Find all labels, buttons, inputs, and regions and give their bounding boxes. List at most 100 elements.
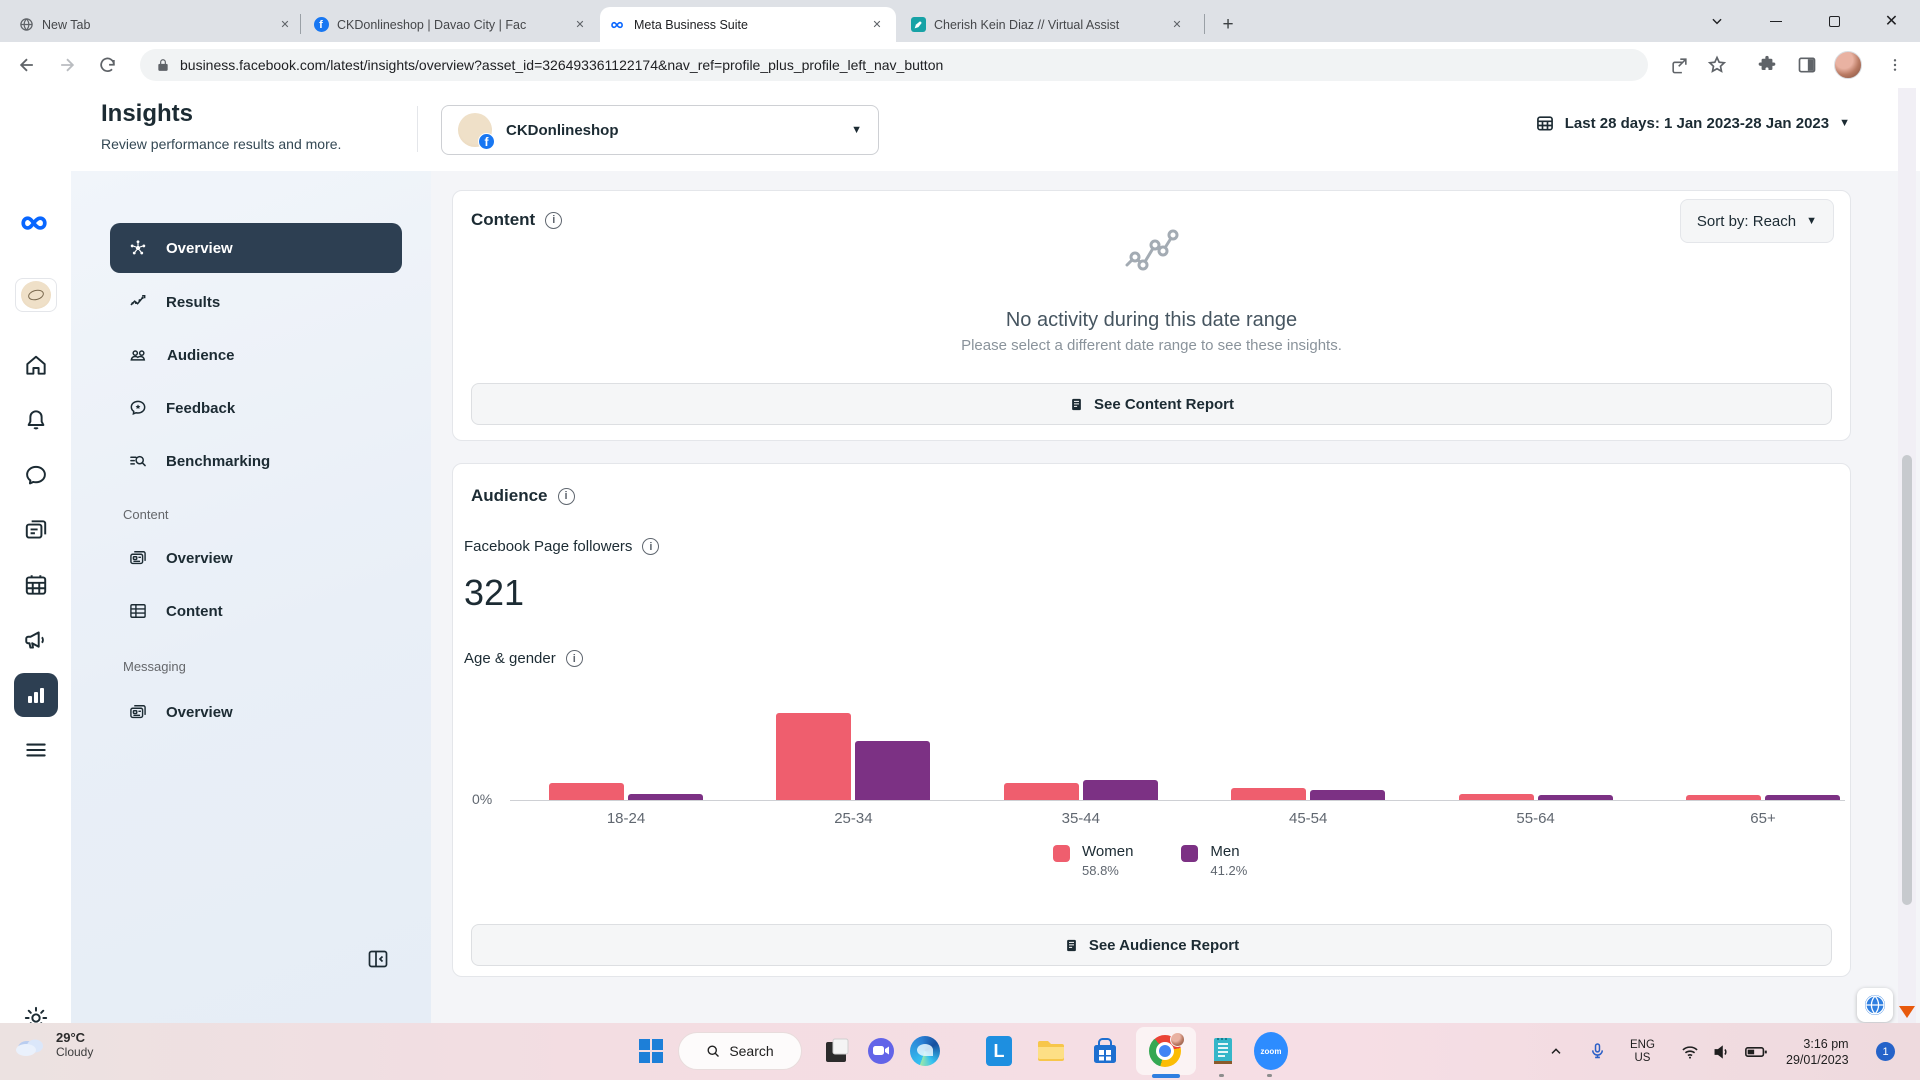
tray-chevron-up-icon[interactable]	[1548, 1023, 1564, 1080]
see-audience-report-button[interactable]: See Audience Report	[471, 924, 1832, 966]
legend-men-swatch	[1181, 845, 1199, 862]
app-icon-notepad[interactable]	[1204, 1032, 1242, 1070]
app-icon-chrome[interactable]	[1146, 1032, 1185, 1070]
header-divider	[417, 106, 418, 152]
planner-calendar-icon[interactable]	[14, 563, 58, 607]
date-range-selector[interactable]: Last 28 days: 1 Jan 2023-28 Jan 2023 ▼	[1535, 113, 1850, 133]
ads-megaphone-icon[interactable]	[14, 618, 58, 662]
legend-women-swatch	[1053, 845, 1070, 862]
business-page-avatar[interactable]	[14, 273, 58, 317]
meta-logo-icon[interactable]	[14, 201, 58, 245]
tray-date: 29/01/2023	[1786, 1052, 1849, 1067]
app-icon-file-explorer[interactable]	[1032, 1032, 1070, 1070]
tray-clock[interactable]: 3:16 pm 29/01/2023	[1786, 1023, 1849, 1080]
address-bar[interactable]: business.facebook.com/latest/insights/ov…	[140, 49, 1648, 81]
sidebar-item-content-content[interactable]: Content	[110, 586, 402, 636]
scroll-down-arrow-icon[interactable]	[1899, 1006, 1915, 1018]
share-icon[interactable]	[1662, 48, 1696, 82]
report-icon	[1072, 398, 1081, 410]
app-icon-edge[interactable]	[906, 1032, 944, 1070]
tab-meta-business-suite[interactable]: Meta Business Suite ✕	[600, 7, 896, 42]
globe-icon	[1865, 995, 1885, 1015]
page-subtitle: Review performance results and more.	[101, 136, 342, 152]
browser-profile-avatar[interactable]	[1834, 51, 1862, 79]
window-minimize-button[interactable]	[1748, 0, 1804, 42]
notifications-bell-icon[interactable]	[14, 398, 58, 442]
start-button[interactable]	[632, 1032, 670, 1070]
tab-close-icon[interactable]: ✕	[575, 19, 585, 31]
app-icon-l[interactable]: L	[980, 1032, 1018, 1070]
app-icon-zoom[interactable]: zoom	[1252, 1032, 1290, 1070]
kebab-menu-icon[interactable]	[1878, 48, 1912, 82]
sidebar-item-messaging-overview[interactable]: Overview	[110, 687, 402, 737]
sidebar-item-results[interactable]: Results	[110, 277, 402, 327]
tab-facebook-page[interactable]: f CKDonlineshop | Davao City | Fac ✕	[303, 7, 599, 42]
sort-by-dropdown[interactable]: Sort by: Reach ▼	[1679, 199, 1834, 243]
y-axis-zero-label: 0%	[472, 791, 493, 807]
tab-new-tab[interactable]: New Tab ✕	[8, 7, 304, 42]
info-icon[interactable]: i	[557, 487, 575, 505]
audience-card-title: Audience	[471, 486, 548, 505]
sidebar-item-label: Overview	[166, 703, 233, 721]
tab-search-chevron-icon[interactable]	[1695, 0, 1739, 42]
info-icon[interactable]: i	[642, 538, 660, 555]
sidebar-item-label: Audience	[167, 346, 235, 364]
followers-value: 321	[464, 572, 525, 613]
app-icon-photos[interactable]	[818, 1032, 856, 1070]
bookmark-star-icon[interactable]	[1700, 48, 1734, 82]
see-content-report-button[interactable]: See Content Report	[471, 383, 1832, 425]
date-range-text: Last 28 days: 1 Jan 2023-28 Jan 2023	[1564, 114, 1830, 132]
notification-badge[interactable]: 1	[1876, 1023, 1895, 1080]
home-icon[interactable]	[14, 343, 58, 387]
sidebar-item-audience[interactable]: Audience	[110, 330, 402, 380]
running-indicator	[1267, 1074, 1272, 1077]
legend-men-value: 41.2%	[1210, 863, 1248, 878]
tab-close-icon[interactable]: ✕	[280, 19, 290, 31]
insights-icon[interactable]	[13, 673, 58, 717]
tray-wifi-icon[interactable]	[1680, 1023, 1700, 1080]
tab-close-icon[interactable]: ✕	[872, 19, 882, 31]
followers-label: Facebook Page followers	[464, 538, 633, 555]
tray-microphone-icon[interactable]	[1588, 1023, 1607, 1080]
sidebar-item-benchmarking[interactable]: Benchmarking	[110, 436, 402, 486]
inbox-chat-icon[interactable]	[14, 453, 58, 497]
tab-title: Cherish Kein Diaz // Virtual Assist	[934, 17, 1120, 32]
app-icon-teams-chat[interactable]	[862, 1032, 900, 1070]
scrollbar-thumb[interactable]	[1902, 455, 1912, 905]
bar-women-25-34	[776, 713, 852, 800]
tab-cherish-kein-diaz[interactable]: Cherish Kein Diaz // Virtual Assist ✕	[900, 7, 1196, 42]
reload-icon[interactable]	[90, 48, 124, 82]
chevron-down-icon: ▼	[851, 124, 862, 136]
page-selector-dropdown[interactable]: f CKDonlineshop ▼	[441, 105, 879, 155]
app-icon-microsoft-store[interactable]	[1086, 1032, 1124, 1070]
posts-icon[interactable]	[14, 508, 58, 552]
tray-battery-icon[interactable]	[1744, 1023, 1768, 1080]
tray-language-switcher[interactable]: ENG US	[1630, 1023, 1655, 1080]
collapse-sidebar-icon[interactable]	[361, 944, 395, 974]
audience-card-header: Audience i	[471, 486, 575, 506]
sidebar-item-feedback[interactable]: Feedback	[110, 383, 402, 433]
globe-widget[interactable]	[1857, 988, 1893, 1022]
empty-state-subtitle: Please select a different date range to …	[961, 337, 1342, 354]
sidebar-item-label: Feedback	[166, 399, 236, 417]
weather-widget[interactable]: 29°C Cloudy	[14, 1030, 93, 1059]
selected-page-name: CKDonlineshop	[506, 121, 619, 139]
window-close-button[interactable]: ✕	[1884, 13, 1899, 30]
lang-line1: ENG	[1630, 1038, 1655, 1051]
back-icon[interactable]	[10, 48, 44, 82]
all-tools-menu-icon[interactable]	[14, 728, 58, 772]
bar-men-55-64	[1537, 794, 1613, 800]
bar-women-55-64	[1458, 793, 1534, 800]
tab-close-icon[interactable]: ✕	[1172, 19, 1182, 31]
new-tab-button[interactable]: +	[1222, 14, 1234, 35]
sidebar-item-overview[interactable]: Overview	[110, 223, 402, 273]
forward-icon[interactable]	[50, 48, 84, 82]
window-maximize-button[interactable]	[1806, 0, 1862, 42]
side-panel-icon[interactable]	[1790, 48, 1824, 82]
extensions-puzzle-icon[interactable]	[1750, 48, 1784, 82]
sidebar-item-content-overview[interactable]: Overview	[110, 533, 402, 583]
taskbar-search[interactable]: Search	[678, 1032, 802, 1070]
info-icon[interactable]: i	[545, 211, 563, 229]
tray-volume-icon[interactable]	[1712, 1023, 1732, 1080]
info-icon[interactable]: i	[565, 650, 583, 667]
